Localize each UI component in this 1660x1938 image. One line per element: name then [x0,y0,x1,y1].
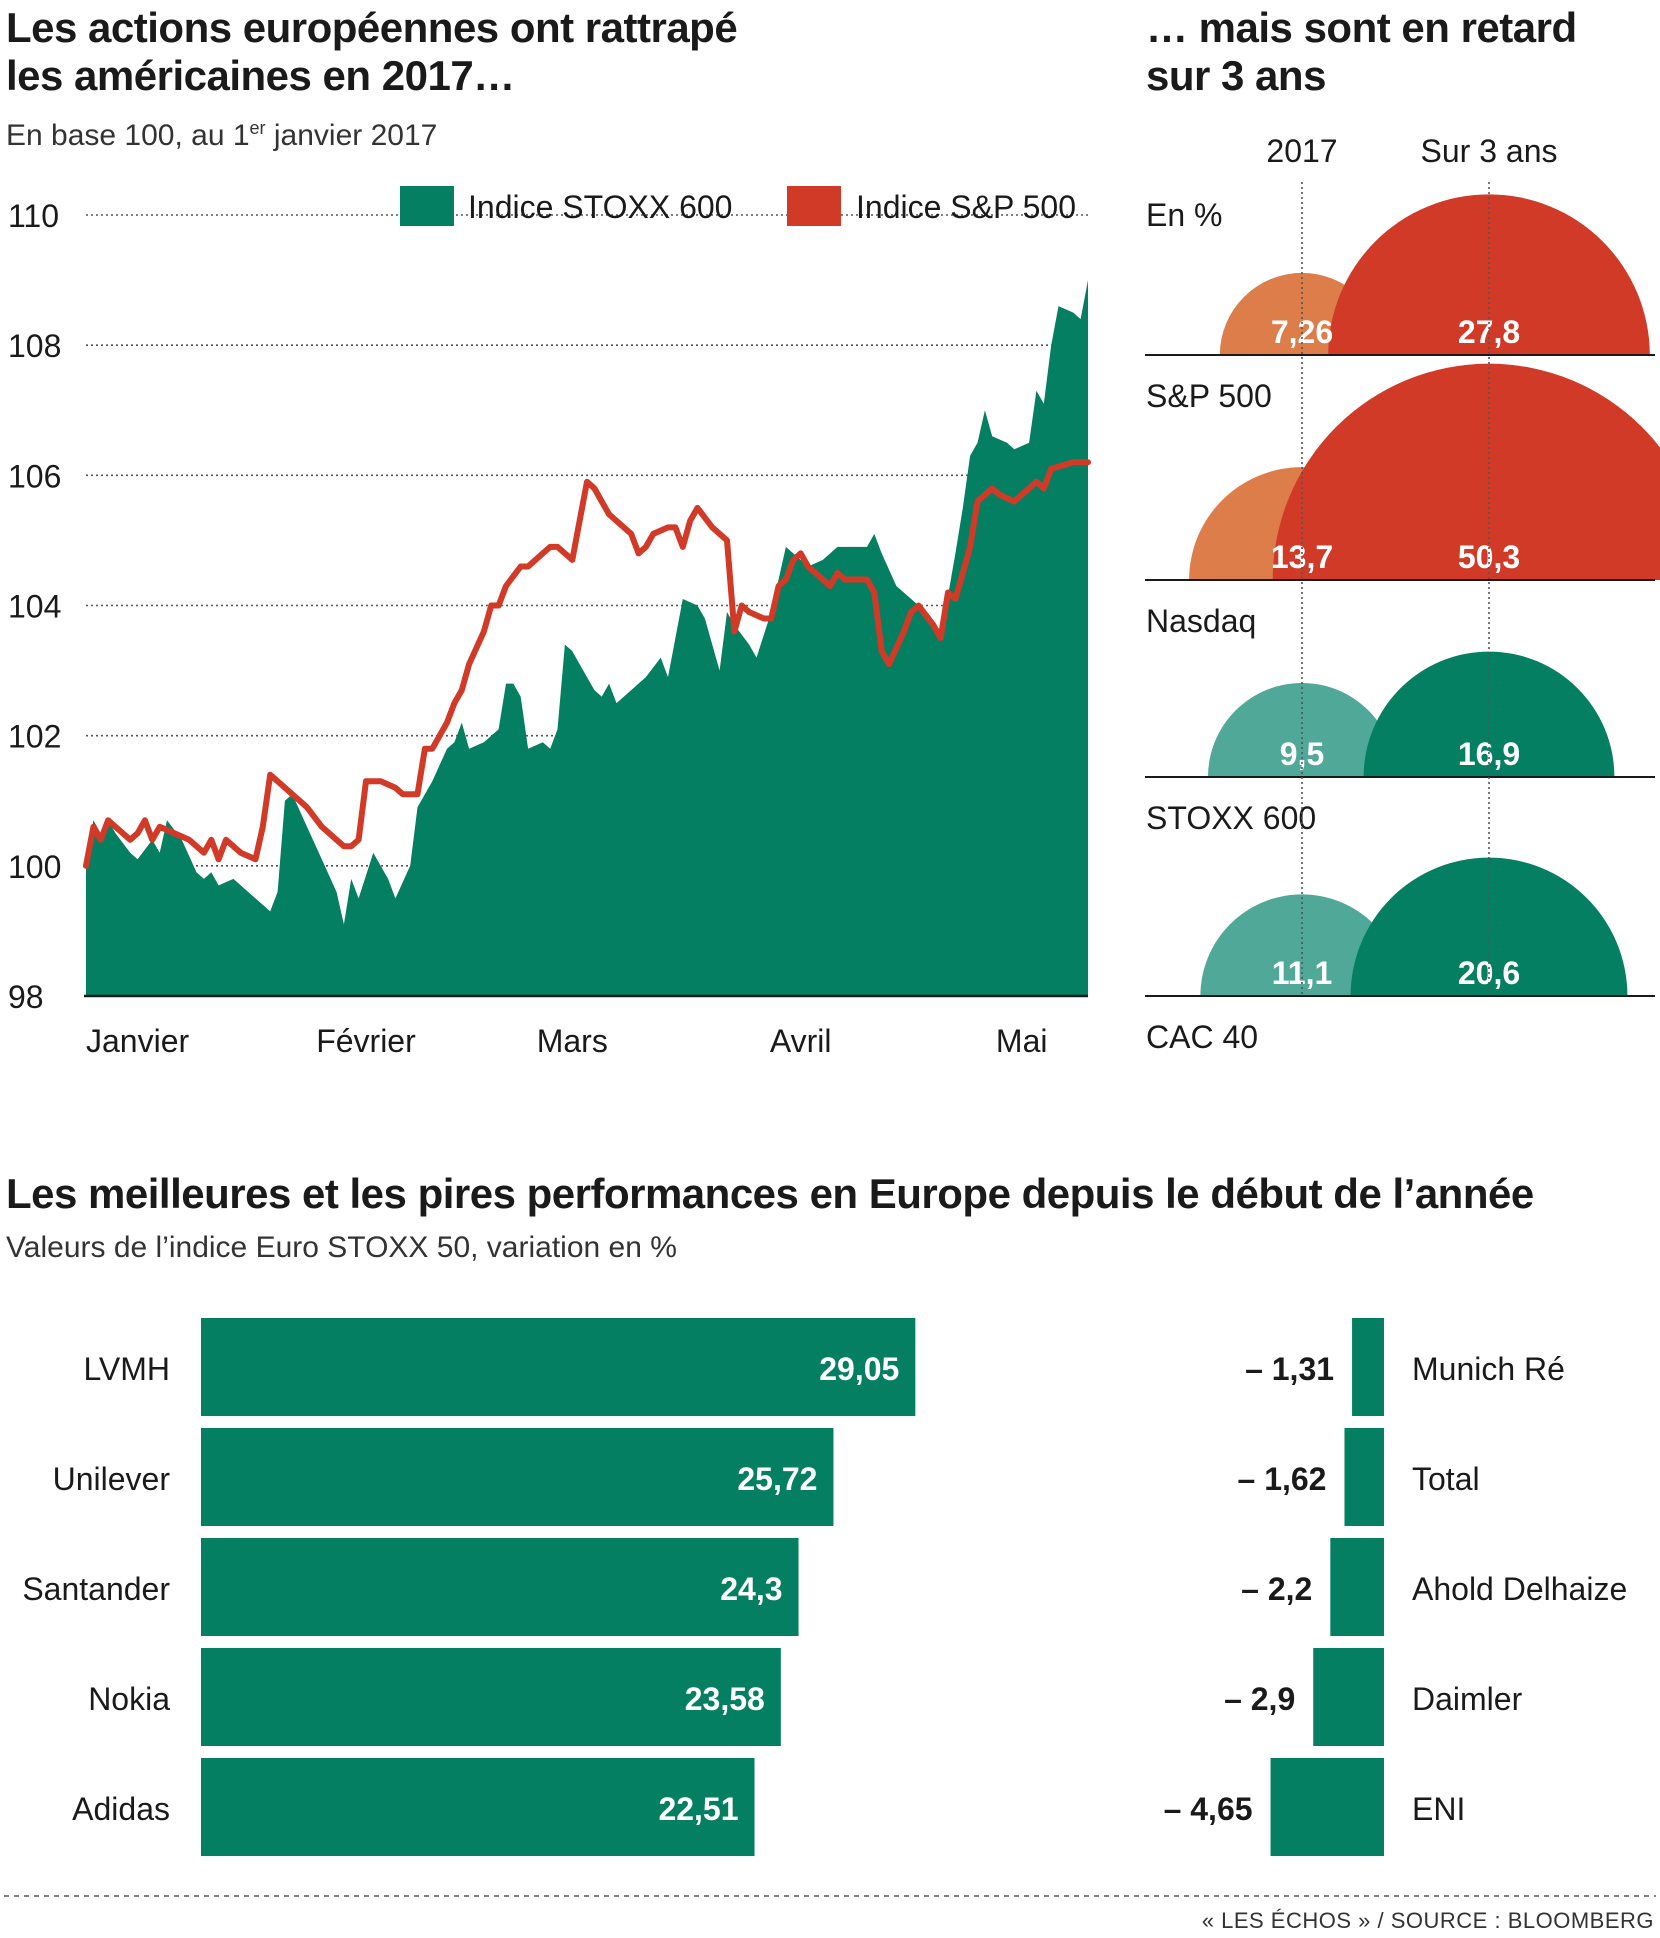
best-value-label: 24,3 [720,1571,782,1607]
source-credit: « LES ÉCHOS » / SOURCE : BLOOMBERG [1201,1908,1654,1933]
legend: Indice STOXX 600 Indice S&P 500 [400,186,1076,226]
legend-swatch-sp500 [787,186,841,226]
legend-label-stoxx600: Indice STOXX 600 [468,189,732,225]
semicircle-chart-title: … mais sont en retard sur 3 ans [1146,4,1577,100]
column-label-2017: 2017 [1266,133,1337,169]
best-value-label: 29,05 [819,1351,899,1387]
worst-value-label: – 1,31 [1245,1351,1334,1387]
sp500-line [83,459,1091,869]
best-company-label: Adidas [72,1791,170,1827]
column-label-3-years: Sur 3 ans [1421,133,1558,169]
y-tick-label: 104 [8,589,61,625]
x-tick-label: Mai [996,1023,1048,1059]
x-tick-label: Janvier [86,1023,190,1059]
best-company-label: Santander [22,1571,170,1607]
y-tick-label: 98 [8,979,44,1015]
semicircle-row: 7,26 27,8S&P 500 [1145,194,1655,414]
bar-chart-title: Les meilleures et les pires performances… [6,1170,1534,1217]
best-value-label: 22,51 [658,1791,738,1827]
best-bar [201,1318,916,1416]
worst-bar [1352,1318,1384,1416]
worst-company-label: ENI [1412,1791,1465,1827]
best-company-label: LVMH [83,1351,170,1387]
row-label: Nasdaq [1146,603,1256,639]
worst-value-label: – 4,65 [1164,1791,1253,1827]
best-bar [201,1538,799,1636]
semicircle-title-line2: sur 3 ans [1146,52,1326,99]
bar-chart-subtitle: Valeurs de l’indice Euro STOXX 50, varia… [6,1231,677,1264]
y-tick-label: 108 [8,328,61,364]
worst-company-label: Daimler [1412,1681,1523,1717]
worst-bar [1313,1648,1384,1746]
line-chart-title-line2: les américaines en 2017… [6,52,515,99]
y-tick-label: 100 [8,849,61,885]
worst-value-label: – 2,9 [1224,1681,1295,1717]
best-company-label: Nokia [88,1681,170,1717]
worst-company-label: Ahold Delhaize [1412,1571,1627,1607]
semicircle-title-line1: … mais sont en retard [1146,4,1577,51]
semicircle-3-years [1363,651,1615,777]
worst-company-label: Munich Ré [1412,1351,1565,1387]
best-bar [201,1428,834,1526]
semicircle-3-years [1328,194,1650,355]
subtitle-text-b: janvier 2017 [265,119,438,152]
legend-label-sp500: Indice S&P 500 [856,189,1076,225]
x-tick-label: Avril [770,1023,832,1059]
subtitle-text-a: En base 100, au 1 [6,119,250,152]
y-tick-label: 102 [8,719,61,755]
semicircle-2017 [1207,682,1397,777]
x-tick-label: Février [316,1023,416,1059]
line-chart-title-line1: Les actions européennes ont rattrapé [6,4,738,51]
unit-label: En % [1146,197,1222,233]
x-axis-labels: Janvier Février Mars Avril Mai [86,1023,1047,1059]
best-value-label: 23,58 [685,1681,765,1717]
worst-company-label: Total [1412,1461,1480,1497]
best-company-label: Unilever [53,1461,171,1497]
semicircle-3-years [1272,363,1660,580]
row-label: S&P 500 [1146,378,1272,414]
line-chart-subtitle: En base 100, au 1er janvier 2017 [6,110,437,154]
row-label: STOXX 600 [1146,800,1316,836]
subtitle-superscript: er [249,118,266,138]
semicircle-3-years [1350,857,1628,996]
worst-performers: – 1,31 Munich Ré – 1,62 Total – 2,2 Ahold Del… [1164,1318,1627,1856]
row-label: CAC 40 [1146,1019,1258,1055]
worst-bar [1270,1758,1384,1856]
best-bar [201,1758,755,1856]
legend-swatch-stoxx600 [400,186,454,226]
line-chart-title: Les actions européennes ont rattrapé les… [6,4,738,100]
best-performers: 29,05 LVMH 25,72 Unilever 24,3 Santander 23,58… [22,1318,916,1856]
worst-bar [1330,1538,1384,1636]
worst-value-label: – 1,62 [1238,1461,1327,1497]
best-bar [201,1648,781,1746]
best-value-label: 25,72 [737,1461,817,1497]
y-tick-label: 110 [8,198,59,234]
worst-value-label: – 2,2 [1241,1571,1312,1607]
worst-bar [1344,1428,1384,1526]
semicircle-2017 [1200,894,1404,996]
y-tick-label: 106 [8,458,61,494]
x-tick-label: Mars [537,1023,608,1059]
stoxx600-area [86,280,1088,997]
